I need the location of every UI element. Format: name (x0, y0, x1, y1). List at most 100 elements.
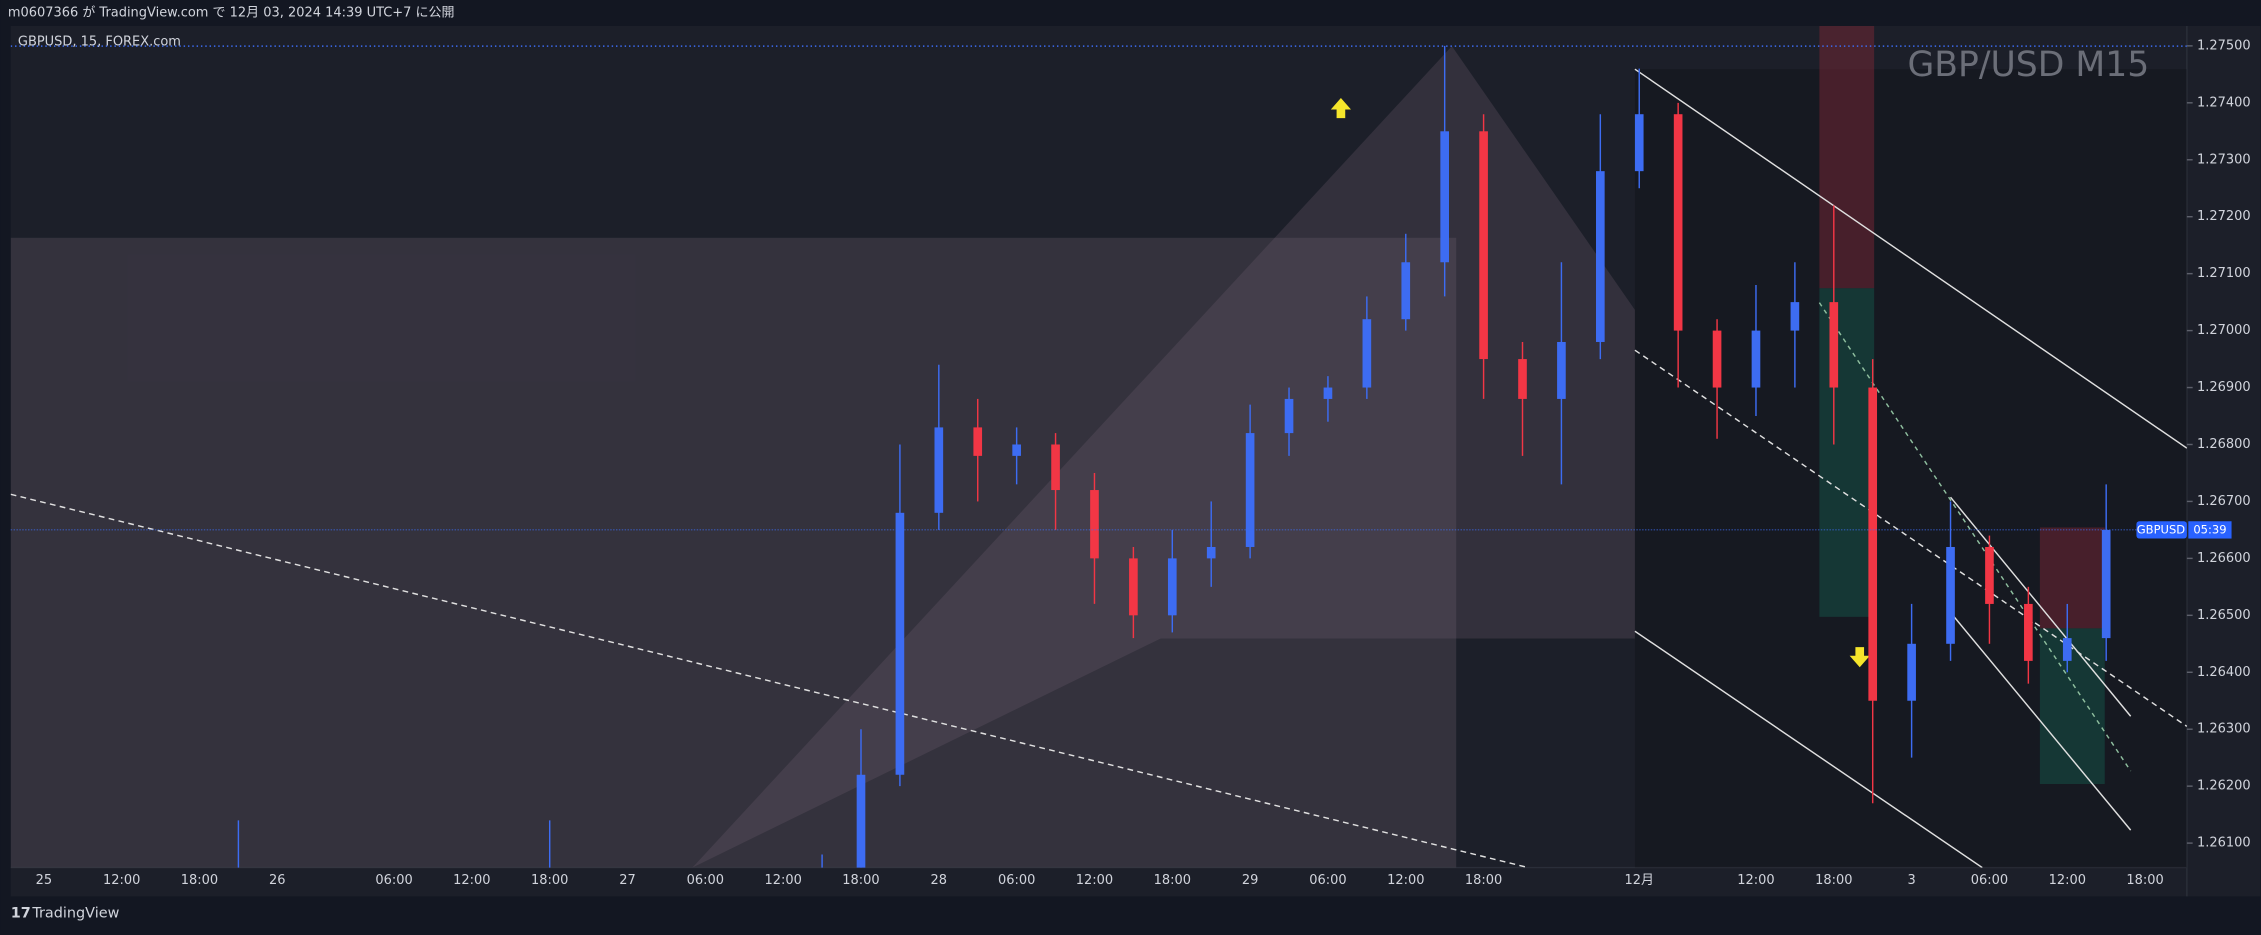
header: m0607366 が TradingView.com で 12月 03, 202… (8, 5, 455, 20)
candle-body (934, 427, 944, 513)
candle-body (1129, 558, 1138, 616)
stop-zone (2039, 527, 2105, 629)
candle-body (1206, 546, 1216, 559)
x-tick-label: 18:00 (1154, 873, 1191, 888)
y-tick-label: 1.26600 (2197, 551, 2251, 566)
x-tick-label: 3 (1907, 873, 1915, 888)
arrow-up (1330, 98, 1351, 119)
candle-body (1596, 171, 1605, 342)
candle-body (1946, 546, 1955, 644)
candle-body (1362, 319, 1372, 388)
x-tick-label: 27 (619, 873, 636, 888)
y-tick-label: 1.26900 (2197, 380, 2251, 395)
y-tick-label: 1.26200 (2197, 779, 2251, 794)
y-tick-label: 1.26400 (2197, 665, 2251, 680)
symbol-info: GBPUSD, 15, FOREX.com (18, 34, 181, 49)
y-tick-label: 1.27200 (2197, 209, 2251, 224)
y-tick-label: 1.27100 (2197, 266, 2251, 281)
candle-body (1479, 131, 1488, 360)
candle-body (895, 512, 905, 775)
candle-body (1790, 302, 1800, 331)
y-tick-label: 1.26800 (2197, 437, 2251, 452)
x-tick-label: 12:00 (453, 873, 490, 888)
y-tick-label: 1.27400 (2197, 95, 2251, 110)
x-tick-label: 12:00 (1387, 873, 1424, 888)
arrow-down (1849, 647, 1870, 668)
candle-body (1401, 262, 1411, 320)
x-tick-label: 06:00 (1309, 873, 1346, 888)
x-tick-label: 12:00 (2049, 873, 2086, 888)
target-zone (2039, 628, 2105, 784)
pattern (692, 46, 1635, 868)
candle-body (1245, 433, 1255, 547)
candle-body (2101, 529, 2111, 639)
price-tag-symbol: GBPUSD (2137, 522, 2186, 536)
candle-body (1634, 114, 1644, 172)
x-tick-label: 12:00 (1076, 873, 1113, 888)
stop-zone (1819, 25, 1875, 289)
candle-body (856, 774, 866, 868)
x-tick-label: 12:00 (1737, 873, 1774, 888)
candle-body (1557, 341, 1566, 399)
x-tick-label: 06:00 (998, 873, 1035, 888)
candle-body (2062, 638, 2072, 661)
y-tick-label: 1.27000 (2197, 323, 2251, 338)
candle-body (1829, 302, 1839, 388)
candle-body (1907, 643, 1916, 701)
y-tick-label: 1.27300 (2197, 152, 2251, 167)
candle-body (1284, 398, 1294, 434)
watermark: GBP/USD M15 (1907, 45, 2149, 85)
x-tick-label: 26 (269, 873, 286, 888)
candle-body (1712, 330, 1722, 388)
candle-body (1673, 114, 1683, 331)
candle-body (973, 427, 983, 456)
channel-mid (1818, 302, 2132, 772)
x-tick-label: 29 (1242, 873, 1259, 888)
candle-body (1751, 330, 1761, 388)
candle-body (1985, 546, 1994, 604)
channel-line (1949, 496, 2132, 717)
y-tick-label: 1.26500 (2197, 608, 2251, 623)
footer-logo: TradingView (31, 906, 119, 922)
candle-body (1518, 359, 1527, 399)
y-tick-label: 1.26700 (2197, 494, 2251, 509)
x-tick-label: 18:00 (842, 873, 879, 888)
x-tick-label: 25 (36, 873, 53, 888)
channel-line (1634, 68, 2187, 449)
candle-body (1051, 444, 1060, 491)
x-tick-label: 18:00 (531, 873, 568, 888)
target-zone (1819, 288, 1875, 617)
x-tick-label: 06:00 (687, 873, 724, 888)
channel-mid (1634, 349, 2187, 727)
chart-area (10, 25, 2261, 897)
y-tick-label: 1.27500 (2197, 38, 2251, 53)
x-tick-label: 12月 (1624, 873, 1653, 888)
x-tick-label: 18:00 (181, 873, 218, 888)
channel-line (1634, 630, 1983, 868)
x-tick-label: 06:00 (1971, 873, 2008, 888)
candle-body (1167, 558, 1177, 616)
trend-line (10, 493, 1529, 868)
x-tick-label: 18:00 (1465, 873, 1502, 888)
y-tick-label: 1.26100 (2197, 836, 2251, 851)
channel-line (1949, 612, 2132, 831)
price-tag-timer-box (2188, 521, 2232, 539)
y-tick-label: 1.26300 (2197, 722, 2251, 737)
candle-body (1868, 387, 1878, 701)
price-tag (2136, 521, 2187, 539)
candle-body (1090, 490, 1099, 559)
candle-body (1440, 131, 1449, 263)
candle-body (2024, 603, 2033, 661)
candle-body (1323, 387, 1333, 399)
price-tag-timer: 05:39 (2193, 522, 2226, 536)
x-tick-label: 28 (931, 873, 948, 888)
candles (237, 45, 2111, 868)
x-tick-label: 12:00 (764, 873, 801, 888)
candle-body (1012, 444, 1021, 456)
x-tick-label: 06:00 (375, 873, 412, 888)
logo-mark: 17 (11, 906, 31, 922)
x-tick-label: 12:00 (103, 873, 140, 888)
x-tick-label: 18:00 (2126, 873, 2163, 888)
